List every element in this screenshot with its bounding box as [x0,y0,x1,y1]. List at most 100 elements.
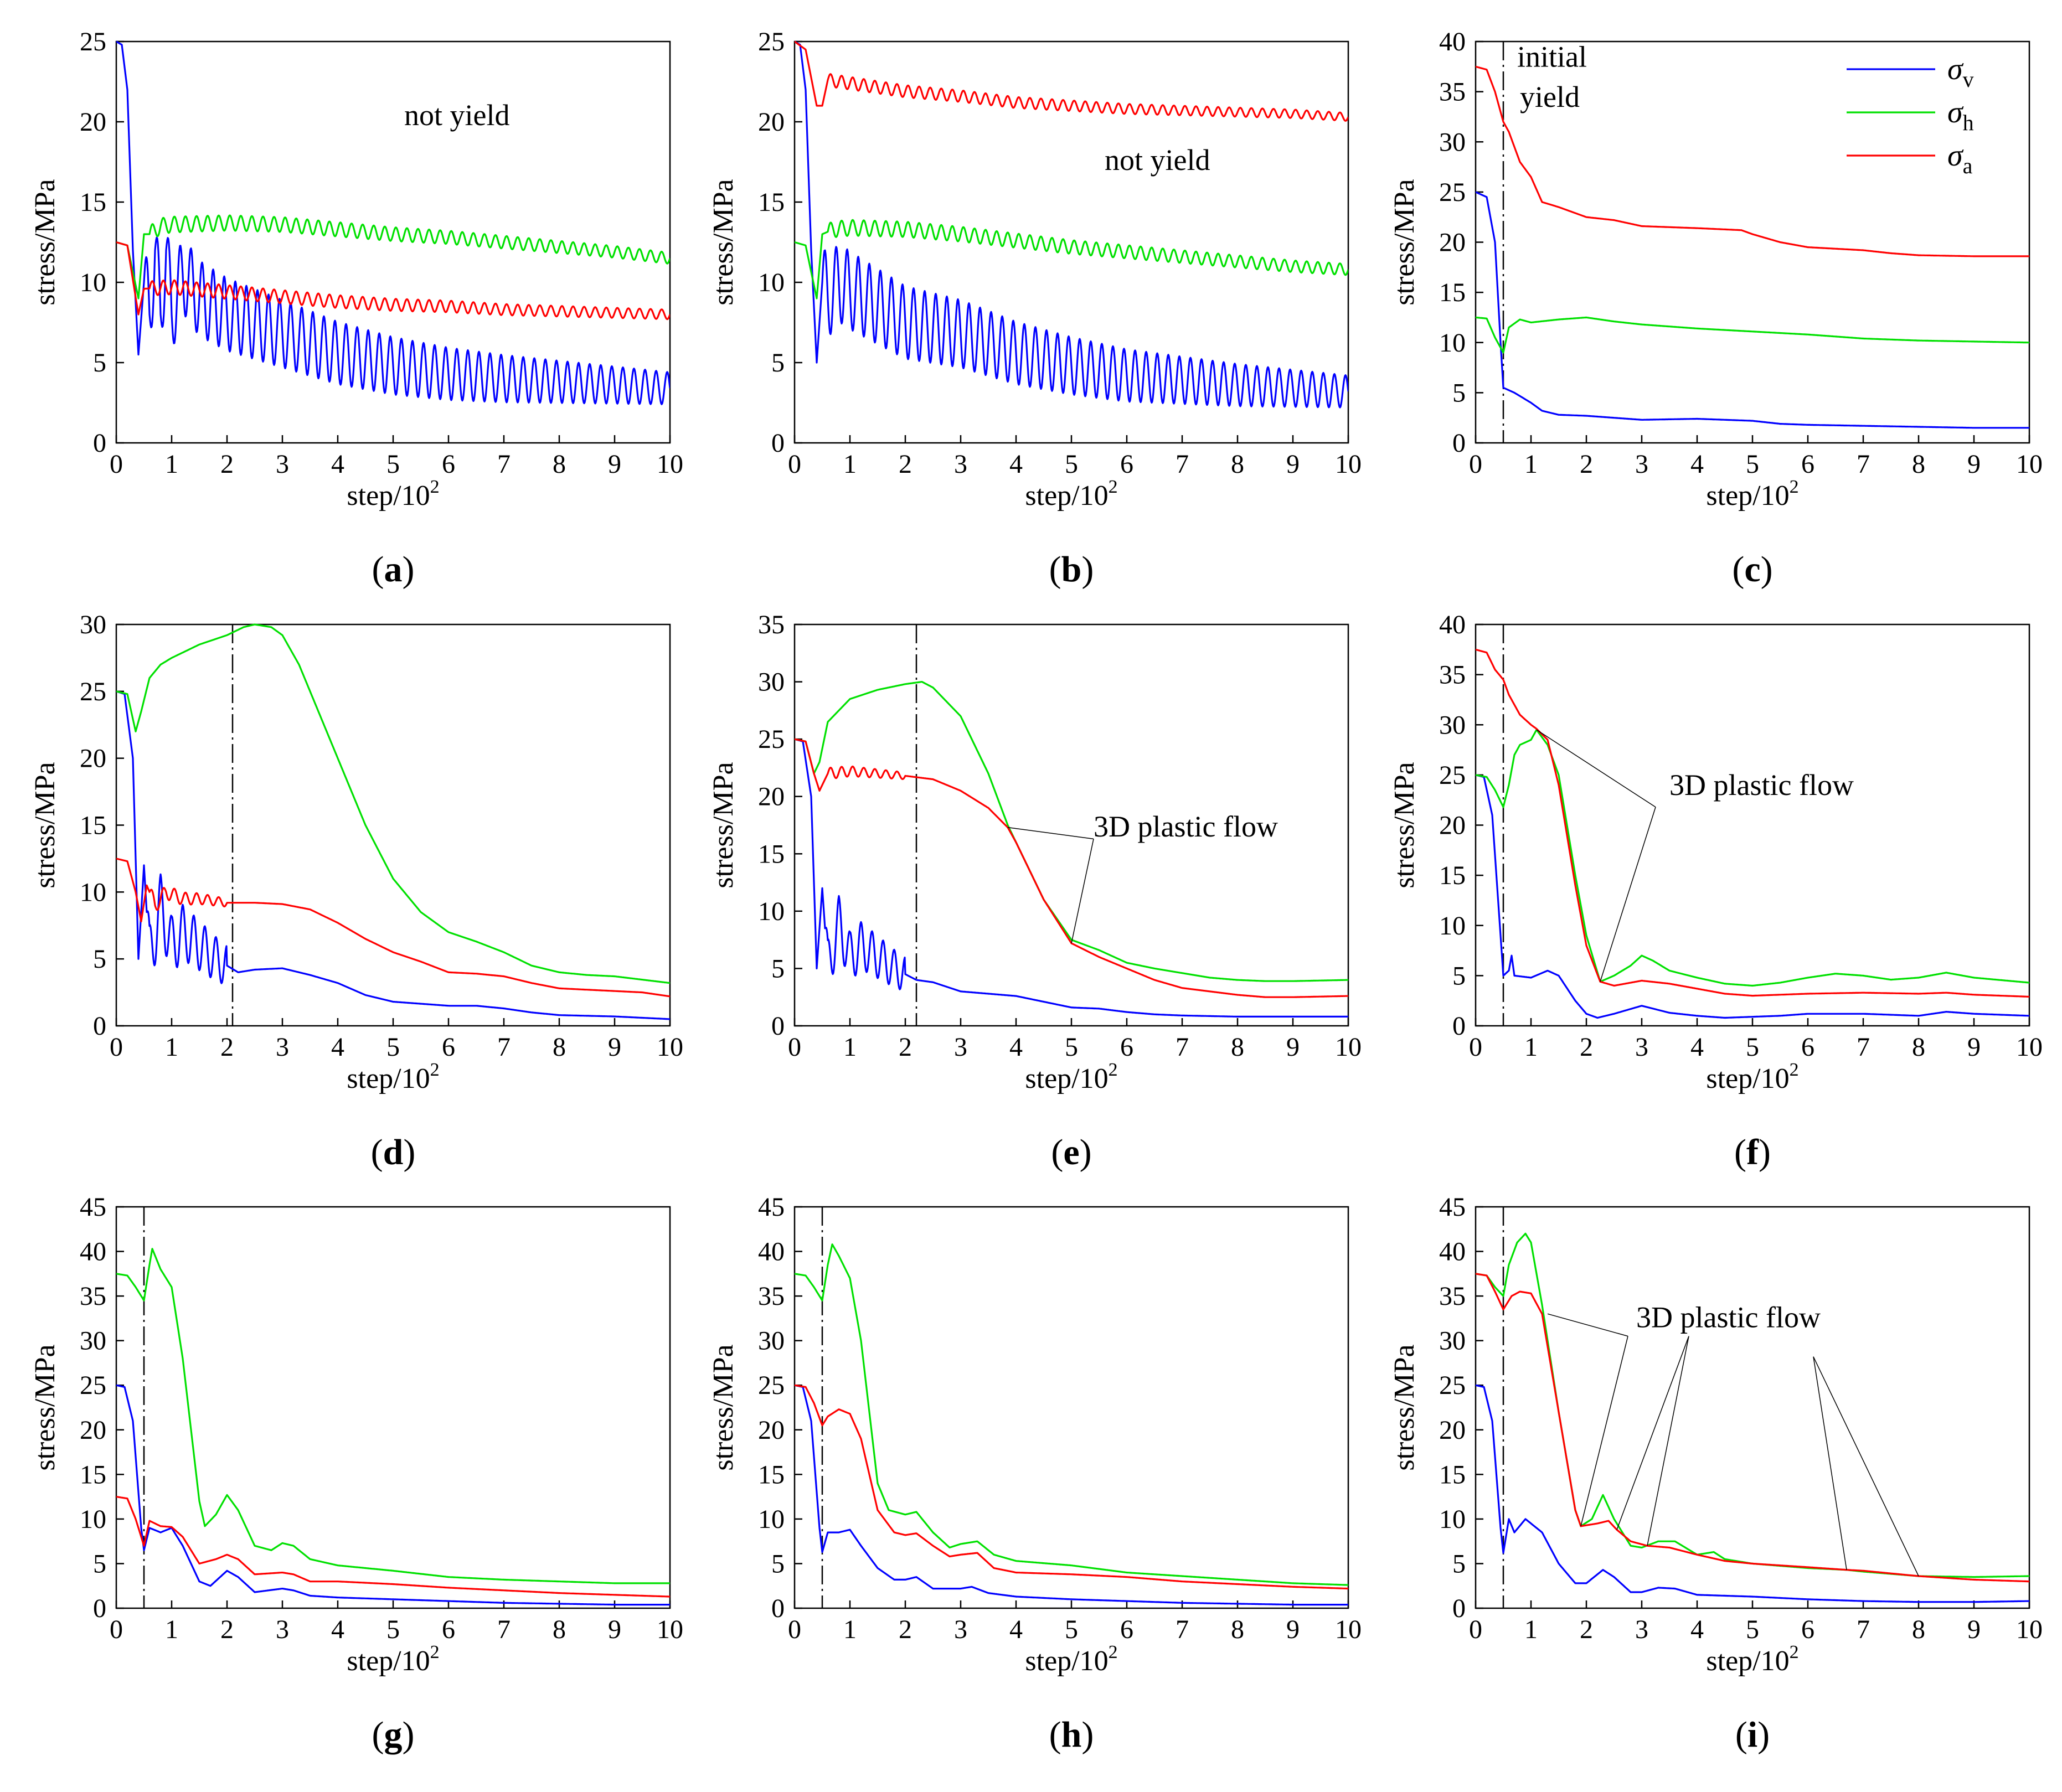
annotation-text: not yield [404,99,509,132]
series-line-σh [795,219,1348,299]
series-line-σv [116,690,670,1020]
series-line-σa [116,858,670,998]
y-tick-label: 30 [1439,710,1466,740]
x-tick-label: 0 [788,450,801,479]
x-tick-label: 5 [1746,450,1759,479]
y-tick-label: 45 [80,1192,106,1222]
x-tick-label: 5 [1065,1615,1078,1644]
x-tick-label: 8 [1912,1615,1925,1644]
annotation-text: 3D plastic flow [1669,768,1854,802]
panel-label: (h) [1049,1714,1094,1755]
x-tick-label: 7 [1176,450,1189,479]
y-tick-label: 5 [93,944,106,974]
y-tick-label: 35 [1439,78,1466,107]
series-line-σh [795,681,1348,982]
x-axis-label: step/102 [1706,1642,1798,1677]
x-tick-label: 2 [899,450,912,479]
x-tick-label: 8 [553,1032,566,1062]
y-tick-label: 35 [80,1282,106,1311]
panel-label: (c) [1732,549,1772,590]
y-tick-label: 30 [1439,1326,1466,1356]
y-tick-label: 0 [771,428,785,458]
panel-label-close: ) [1761,549,1773,590]
y-tick-label: 45 [1439,1192,1466,1222]
chart-panel-e: 0 1 2 3 4 5 6 7 8 9 10 0 5 10 15 20 25 30 35 step/102 stress… [708,610,1362,1173]
x-tick-label: 1 [843,1032,857,1062]
series-line-σa [1476,648,2029,998]
series-group [795,40,1348,409]
x-axis-label: step/102 [347,1642,439,1677]
series-line-σa [116,1496,670,1598]
x-tick-label: 2 [220,1032,234,1062]
series-group [1476,1232,2029,1603]
x-tick-label: 10 [1335,450,1362,479]
annotation-text: yield [1520,80,1580,113]
y-tick-label: 10 [1439,911,1466,941]
series-line-σa [1476,1273,2029,1583]
series-line-σv [116,40,670,405]
y-tick-label: 10 [1439,328,1466,358]
x-tick-label: 6 [1120,450,1133,479]
y-axis-label: stress/MPa [1389,1344,1420,1470]
y-tick-label: 40 [758,1237,785,1267]
series-line-σv [795,738,1348,1018]
x-tick-label: 1 [1524,450,1538,479]
y-tick-label: 25 [80,1371,106,1400]
annotation-pointer [1600,807,1656,982]
x-tick-label: 6 [442,450,455,479]
x-tick-label: 3 [1635,450,1648,479]
x-tick-label: 2 [1580,1615,1593,1644]
x-tick-label: 9 [608,1032,621,1062]
legend-label: σv [1947,52,1974,92]
y-tick-label: 0 [93,1011,106,1041]
panel-label-letter: e [1063,1132,1079,1173]
x-tick-label: 10 [657,450,683,479]
panel-label-close: ) [403,549,415,590]
panel-label-close: ) [1757,1714,1770,1755]
y-tick-label: 20 [1439,1416,1466,1445]
x-tick-label: 5 [386,450,400,479]
y-tick-label: 5 [771,1549,785,1578]
x-tick-label: 10 [2016,1615,2043,1644]
annotation-pointer [1071,839,1094,944]
y-tick-label: 5 [93,348,106,378]
y-tick-label: 35 [758,610,785,639]
x-tick-label: 5 [1065,1032,1078,1062]
series-line-σa [116,241,670,321]
x-axis-label: step/102 [1706,477,1798,512]
panel-label: (d) [371,1132,416,1173]
y-tick-label: 10 [80,1505,106,1534]
x-tick-label: 5 [386,1032,400,1062]
x-tick-label: 5 [1746,1032,1759,1062]
y-axis-label: stress/MPa [708,179,739,305]
y-tick-label: 10 [758,1505,785,1534]
series-line-σh [116,214,670,299]
x-axis-label-exponent: 2 [1109,477,1118,497]
x-tick-label: 3 [1635,1032,1648,1062]
x-tick-label: 3 [276,450,289,479]
chart-panel-c: 0 1 2 3 4 5 6 7 8 9 10 0 5 10 15 20 25 30 35 40 step/102 stre… [1389,27,2043,590]
x-tick-label: 6 [1801,1615,1814,1644]
y-tick-label: 15 [758,188,785,217]
x-tick-label: 8 [1231,450,1244,479]
panel-label-open: ( [372,1714,384,1755]
series-line-σa [795,1384,1348,1590]
x-tick-label: 10 [1335,1032,1362,1062]
x-tick-label: 2 [899,1032,912,1062]
panel-label-open: ( [1049,549,1061,590]
y-tick-label: 0 [1452,428,1466,458]
x-tick-label: 2 [899,1615,912,1644]
y-tick-label: 40 [80,1237,106,1267]
series-group [795,1243,1348,1606]
x-tick-label: 6 [1120,1615,1133,1644]
x-tick-label: 5 [1065,450,1078,479]
y-tick-label: 25 [80,27,106,56]
y-tick-label: 0 [93,428,106,458]
x-tick-label: 1 [165,1615,178,1644]
x-axis-label-exponent: 2 [1790,1060,1799,1080]
annotation-pointer [1616,1336,1689,1530]
y-tick-label: 20 [80,744,106,773]
panel-label: (g) [372,1714,415,1755]
x-tick-label: 10 [1335,1615,1362,1644]
